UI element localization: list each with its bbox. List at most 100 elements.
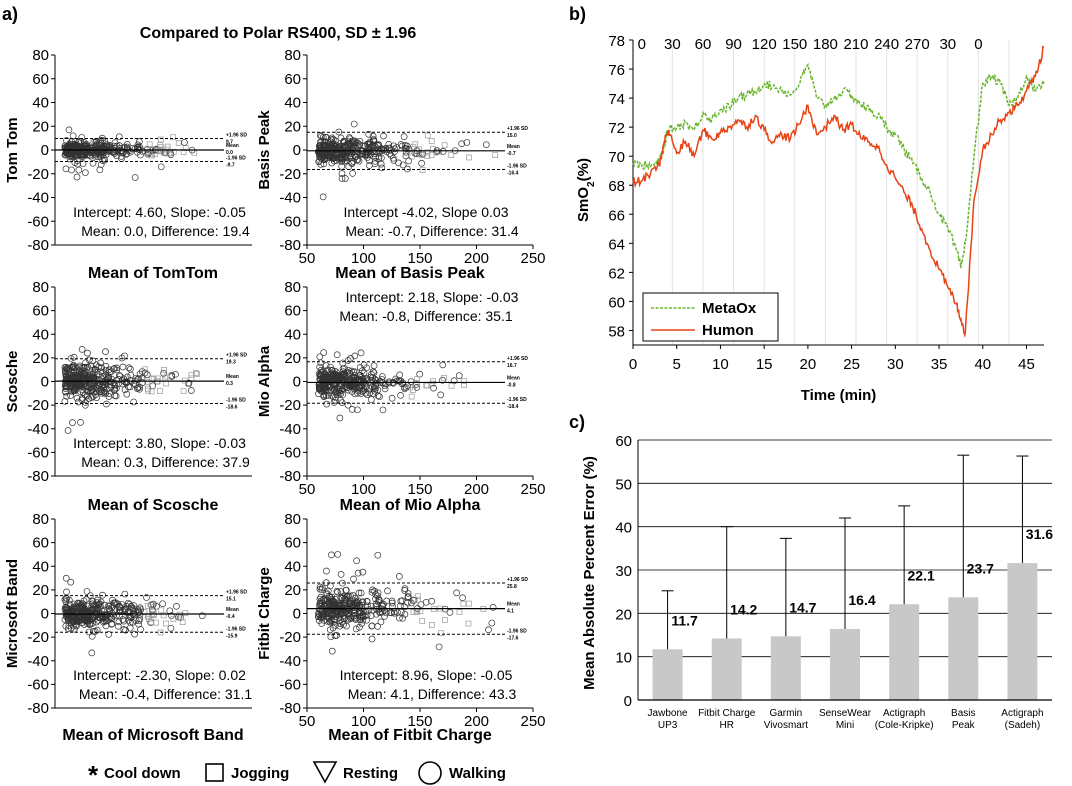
walking-point [316,583,324,591]
walking-point [120,626,128,633]
walking-point [344,149,352,157]
category-label: Basis [951,708,975,719]
walking-point [316,141,324,149]
x-tick-label: 50 [299,250,316,267]
jogging-point [442,617,448,623]
walking-point [73,394,81,402]
walking-point [399,614,407,622]
walking-point [93,626,101,634]
y-tick-label: 0 [41,606,49,623]
walking-point [417,601,425,608]
walking-point [108,620,116,628]
y-tick-label: -40 [279,190,301,207]
jogging-point [436,148,442,155]
walking-point [458,140,466,148]
subplot-x-title: Mean of TomTom [88,265,218,282]
walking-point [416,370,424,378]
walking-point [326,618,334,626]
y-tick-label: 80 [32,511,49,528]
walking-point [367,612,375,619]
walking-point [62,603,70,611]
walking-point [118,148,126,156]
y-tick-label: 0 [293,142,301,159]
walking-point [326,371,334,379]
y-tick-label: 0 [41,374,49,391]
walking-point [357,349,365,357]
walking-point [99,145,107,153]
walking-point [348,148,356,156]
walking-point [369,132,377,140]
walking-point [115,606,123,614]
y-tick-label: -40 [27,421,49,438]
walking-point [67,578,75,586]
walking-point [362,374,370,382]
walking-point [167,624,175,632]
sd-line-label: +1.96 SD [507,126,528,132]
walking-point [333,587,341,595]
walking-point [84,349,91,357]
walking-point [75,166,83,174]
walking-point [92,366,99,373]
walking-point [354,569,362,577]
walking-point [316,153,323,161]
x-tick-label: 50 [299,713,316,730]
walking-point [92,361,100,369]
walking-point [324,596,331,604]
x-tick-label: 20 [800,356,817,373]
walking-point [130,398,137,406]
jogging-point [419,618,426,624]
y-tick-label: -80 [279,700,301,717]
top-interval-label: 270 [905,36,930,53]
jogging-point [492,152,499,158]
walking-circle-icon [418,761,442,785]
walking-point [316,145,324,153]
y-tick-label: 0 [293,606,301,623]
walking-point [350,575,357,583]
walking-point [341,138,348,145]
y-tick-label: -40 [27,653,49,670]
sd-line-label: Mean [507,375,520,381]
walking-point [67,355,75,362]
walking-point [439,361,447,369]
category-label: Garmin [769,708,802,719]
walking-point [388,394,396,402]
walking-point [374,551,382,559]
walking-point [66,155,74,163]
sd-line-label: Mean [507,144,520,150]
walking-point [132,617,140,624]
x-tick-label: 200 [464,481,489,498]
jogging-point [448,152,455,158]
walking-point [66,140,73,148]
walking-point [131,630,138,638]
subplot-y-label: Mio Alpha [256,345,273,417]
subplot-y-label: Microsoft Band [4,559,21,668]
walking-point [337,396,344,404]
walking-point [67,392,74,400]
jogging-point [419,167,426,173]
walking-point [105,373,113,381]
subplot-x-title: Mean of Scosche [88,497,219,514]
walking-point [404,594,412,601]
walking-point [69,419,76,426]
walking-point [61,397,69,405]
walking-point [101,137,108,145]
walking-point [94,146,101,153]
jogging-point [178,614,184,621]
jogging-point [415,597,421,603]
sd-line-label: -1.96 SD [507,397,527,403]
walking-point [485,626,492,634]
walking-point [70,622,77,630]
panel-b-line-chart: b) 58 60 62 64 66 68 70 72 74 76 78 0 5 10 15 20 25 30 35 4… [569,4,1045,404]
subplot-annotation: Mean: 0.3, Difference: 37.9 [81,454,250,470]
sd-line-label: -18.4 [507,404,519,410]
walking-point [362,389,370,397]
walking-point [379,146,387,154]
walking-point [62,574,70,582]
walking-point [318,132,325,140]
walking-point [123,150,130,158]
walking-point [332,396,339,404]
jogging-point [448,382,455,389]
walking-point [69,132,77,140]
walking-point [61,596,69,604]
y-tick-label: 20 [284,350,301,367]
